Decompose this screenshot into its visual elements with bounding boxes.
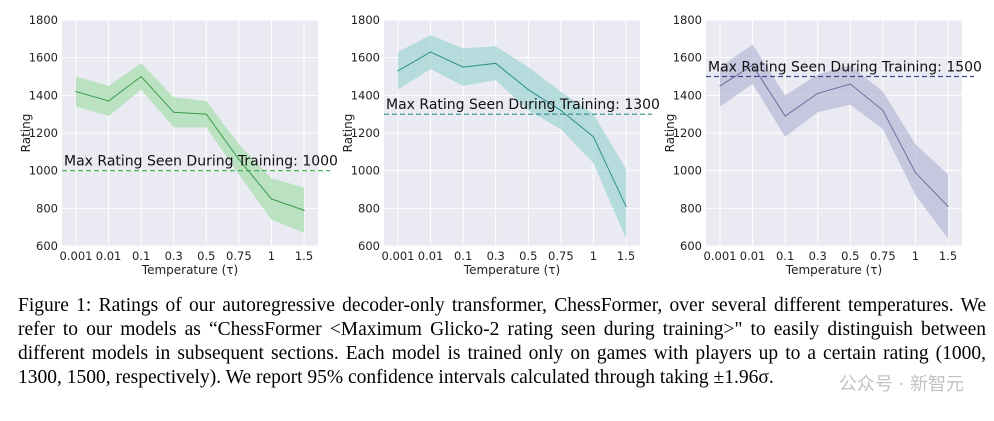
y-tick-label: 600 xyxy=(358,239,380,253)
x-tick-label: 0.3 xyxy=(165,249,183,263)
y-tick-label: 1400 xyxy=(351,88,380,102)
confidence-band xyxy=(720,44,948,239)
y-axis-label: Rating xyxy=(341,114,355,153)
y-tick-label: 600 xyxy=(36,239,58,253)
y-tick-label: 1400 xyxy=(29,88,58,102)
x-tick-label: 0.75 xyxy=(870,249,896,263)
data-point xyxy=(592,136,595,138)
x-tick-label: 0.1 xyxy=(132,249,150,263)
y-tick-label: 800 xyxy=(358,201,380,215)
data-point xyxy=(849,83,851,85)
data-point xyxy=(173,111,175,113)
x-tick-label: 1.5 xyxy=(617,249,635,263)
y-tick-label: 1800 xyxy=(673,13,702,27)
data-point xyxy=(914,171,917,174)
data-point xyxy=(140,75,142,78)
confidence-band xyxy=(398,35,626,239)
mean-rating-line xyxy=(719,64,949,207)
y-tick-label: 1000 xyxy=(29,164,58,178)
x-tick-label: 0.75 xyxy=(226,249,252,263)
chart-panel-1000: 600 800 1000 1200 1400 1600 1800 0.001 0.01 0.1 0.… xyxy=(0,0,338,285)
x-axis-label: Temperature (τ) xyxy=(141,263,238,277)
y-tick-label: 1200 xyxy=(351,126,380,140)
data-point xyxy=(107,100,110,102)
y-tick-label: 1600 xyxy=(351,51,380,65)
y-tick-label: 1800 xyxy=(351,13,380,27)
chart-1000: 600 800 1000 1200 1400 1600 1800 0.001 0.01 0.1 0.… xyxy=(19,13,338,277)
y-tick-label: 1400 xyxy=(673,88,702,102)
data-point xyxy=(560,109,562,111)
data-point xyxy=(429,51,432,53)
data-point xyxy=(882,109,884,111)
x-tick-label: 0.1 xyxy=(776,249,794,263)
data-point xyxy=(947,205,949,208)
figure-caption: Figure 1: Ratings of our autoregressive … xyxy=(18,295,986,388)
chart-1500: 600 800 1000 1200 1400 1600 1800 0.001 0.01 0.1 0.… xyxy=(663,13,982,277)
y-tick-label: 1000 xyxy=(351,164,380,178)
data-point xyxy=(238,158,240,160)
data-point xyxy=(205,113,207,115)
data-point xyxy=(527,89,529,91)
data-point xyxy=(75,90,77,93)
y-axis-label: Rating xyxy=(663,114,677,153)
data-point xyxy=(625,205,627,208)
max-rating-annotation: Max Rating Seen During Training: 1500 xyxy=(708,60,982,76)
max-rating-annotation: Max Rating Seen During Training: 1000 xyxy=(64,154,338,170)
x-axis-label: Temperature (τ) xyxy=(785,263,882,277)
data-point xyxy=(397,70,399,72)
data-point xyxy=(303,209,305,211)
x-tick-label: 0.3 xyxy=(487,249,505,263)
max-rating-annotation: Max Rating Seen During Training: 1300 xyxy=(386,97,660,113)
watermark: 公众号 · 新智元 xyxy=(838,374,964,395)
x-tick-label: 0.001 xyxy=(704,249,737,263)
y-tick-label: 1800 xyxy=(29,13,58,27)
chart-1300: 600 800 1000 1200 1400 1600 1800 0.001 0.01 0.1 0.… xyxy=(341,13,660,277)
x-tick-label: 0.5 xyxy=(841,249,859,263)
x-tick-label: 1 xyxy=(912,249,919,263)
y-tick-label: 1000 xyxy=(673,164,702,178)
mean-rating-line xyxy=(75,75,305,211)
data-point xyxy=(817,92,819,95)
confidence-band xyxy=(76,63,304,233)
mean-rating-line xyxy=(397,51,627,207)
x-tick-label: 0.001 xyxy=(60,249,93,263)
data-point xyxy=(719,85,721,87)
x-tick-label: 0.001 xyxy=(382,249,415,263)
x-tick-label: 0.5 xyxy=(519,249,537,263)
data-point xyxy=(751,64,754,66)
x-tick-label: 0.01 xyxy=(418,249,444,263)
x-tick-label: 0.1 xyxy=(454,249,472,263)
y-tick-label: 1600 xyxy=(29,51,58,65)
x-tick-label: 0.3 xyxy=(809,249,827,263)
data-point xyxy=(784,115,786,117)
x-tick-label: 1 xyxy=(590,249,597,263)
data-point xyxy=(462,66,464,68)
y-axis-label: Rating xyxy=(19,114,33,153)
data-point xyxy=(495,62,497,64)
x-tick-label: 0.01 xyxy=(96,249,122,263)
y-tick-label: 1600 xyxy=(673,51,702,65)
y-tick-label: 1200 xyxy=(673,126,702,140)
data-point xyxy=(270,198,273,200)
x-tick-label: 0.75 xyxy=(548,249,574,263)
chart-panel-1500: 600 800 1000 1200 1400 1600 1800 0.001 0.01 0.1 0.… xyxy=(644,0,982,285)
y-tick-label: 800 xyxy=(680,201,702,215)
x-tick-label: 0.01 xyxy=(740,249,766,263)
y-tick-label: 600 xyxy=(680,239,702,253)
y-tick-label: 800 xyxy=(36,201,58,215)
chart-panel-1300: 600 800 1000 1200 1400 1600 1800 0.001 0.01 0.1 0.… xyxy=(322,0,660,285)
x-tick-label: 1 xyxy=(268,249,275,263)
x-axis-label: Temperature (τ) xyxy=(463,263,560,277)
x-tick-label: 1.5 xyxy=(939,249,957,263)
y-tick-label: 1200 xyxy=(29,126,58,140)
x-tick-label: 0.5 xyxy=(197,249,215,263)
x-tick-label: 1.5 xyxy=(295,249,313,263)
